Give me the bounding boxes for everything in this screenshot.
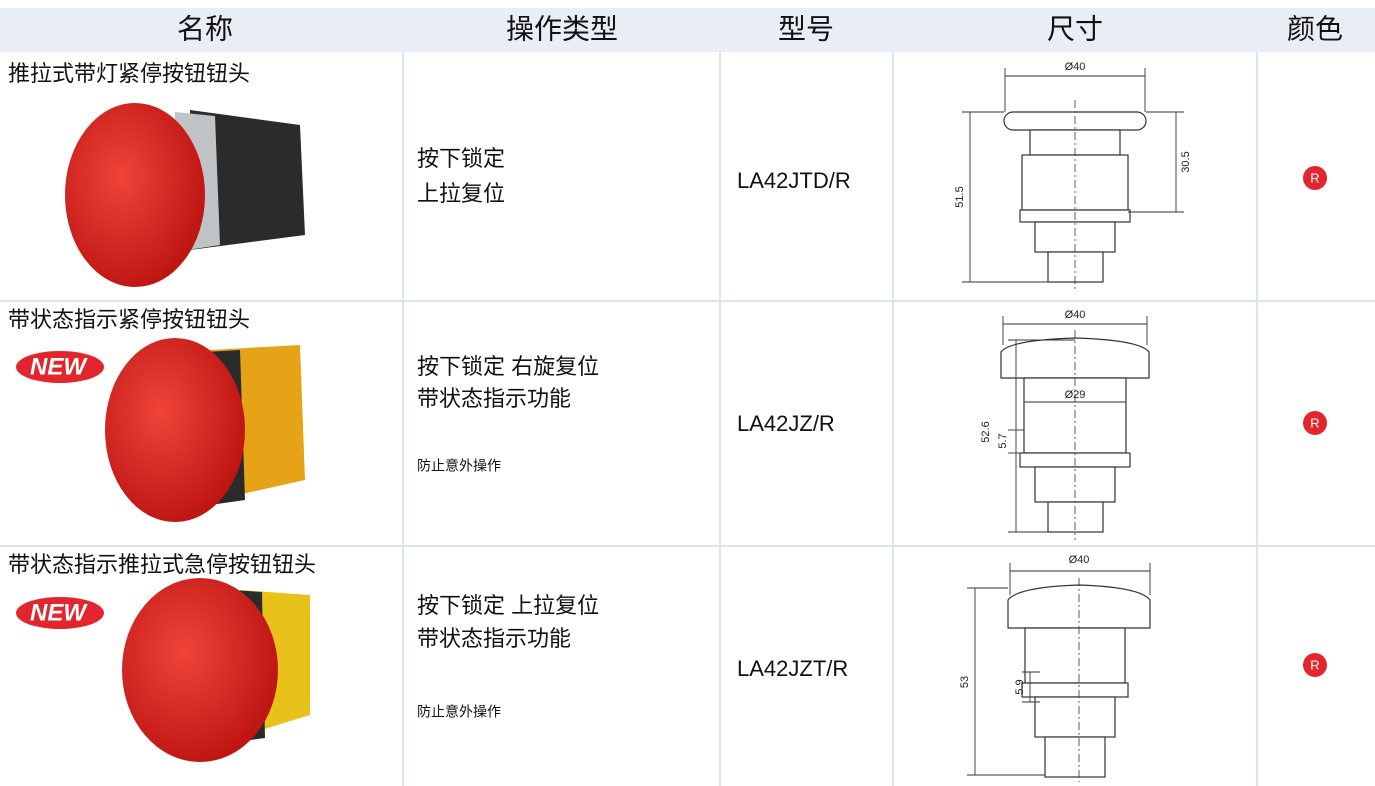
dimension-label: 51.5 bbox=[954, 186, 966, 207]
note: 防止意外操作 bbox=[417, 704, 501, 720]
model: LA42JZT/R bbox=[737, 656, 848, 681]
dimension-label: 5.9 bbox=[1014, 679, 1026, 694]
operation: 带状态指示功能 bbox=[417, 626, 571, 651]
product-name: 推拉式带灯紧停按钮钮头 bbox=[8, 61, 250, 86]
model: LA42JZ/R bbox=[737, 411, 835, 436]
color-code: R bbox=[1310, 657, 1319, 672]
header-cell: 型号 bbox=[778, 13, 834, 44]
model: LA42JTD/R bbox=[737, 168, 851, 193]
color-badge bbox=[1303, 653, 1327, 677]
header-cell: 名称 bbox=[177, 13, 233, 44]
note: 防止意外操作 bbox=[417, 458, 501, 474]
new-badge bbox=[16, 597, 104, 629]
header-cell: 颜色 bbox=[1287, 13, 1343, 44]
product-image bbox=[65, 103, 305, 287]
dimension-drawing bbox=[1000, 316, 1150, 540]
header-cell: 操作类型 bbox=[506, 13, 618, 44]
dimension-label: Ø40 bbox=[1069, 554, 1090, 566]
header-cell: 尺寸 bbox=[1047, 13, 1103, 44]
dimension-label: Ø29 bbox=[1065, 389, 1086, 401]
dimension-label: Ø40 bbox=[1065, 61, 1086, 73]
color-code: R bbox=[1310, 170, 1319, 185]
header-band bbox=[0, 8, 1375, 52]
operation: 带状态指示功能 bbox=[417, 386, 571, 411]
product-image bbox=[105, 338, 305, 522]
dimension-label: Ø40 bbox=[1065, 309, 1086, 321]
new-label: NEW bbox=[30, 599, 88, 626]
color-badge bbox=[1303, 166, 1327, 190]
grid bbox=[0, 52, 1375, 786]
dimension-label: 53 bbox=[959, 676, 971, 688]
operation: 上拉复位 bbox=[417, 181, 505, 206]
dimension-label: 52.6 bbox=[980, 421, 992, 442]
new-label: NEW bbox=[30, 353, 88, 380]
color-code: R bbox=[1310, 415, 1319, 430]
product-image bbox=[122, 578, 310, 762]
color-badge bbox=[1303, 411, 1327, 435]
operation: 按下锁定 上拉复位 bbox=[417, 593, 599, 618]
product-name: 带状态指示紧停按钮钮头 bbox=[8, 307, 250, 332]
operation: 按下锁定 bbox=[417, 146, 505, 171]
dimension-drawing bbox=[967, 563, 1151, 782]
operation: 按下锁定 右旋复位 bbox=[417, 354, 599, 379]
dimension-label: 30.5 bbox=[1180, 151, 1192, 172]
dimension-label: 5.7 bbox=[997, 433, 1009, 448]
product-name: 带状态指示推拉式急停按钮钮头 bbox=[8, 552, 316, 577]
dimension-drawing bbox=[962, 68, 1184, 290]
new-badge bbox=[16, 351, 104, 383]
